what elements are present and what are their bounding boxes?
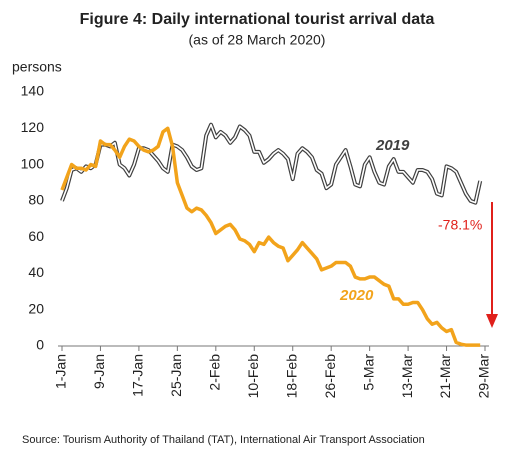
annotation-2020: 2020 — [339, 287, 374, 304]
y-tick-label: 120 — [21, 119, 45, 135]
y-tick-label: 20 — [28, 300, 44, 316]
y-tick-label: 100 — [21, 155, 45, 171]
y-axis-label: persons — [12, 59, 62, 75]
x-tick-label: 1-Jan — [53, 354, 69, 389]
x-tick-label: 9-Jan — [91, 354, 107, 389]
x-tick-label: 26-Feb — [322, 354, 338, 399]
x-tick-label: 10-Feb — [245, 354, 261, 399]
y-tick-label: 40 — [28, 264, 44, 280]
series-line — [60, 122, 483, 205]
series-line — [60, 126, 481, 347]
arrow-head — [486, 314, 498, 328]
chart-subtitle: (as of 28 March 2020) — [189, 32, 326, 48]
x-tick-label: 2-Feb — [207, 354, 223, 391]
x-tick-label: 13-Mar — [399, 354, 415, 399]
y-tick-label: 0 — [36, 337, 44, 353]
chart-title: Figure 4: Daily international tourist ar… — [80, 11, 435, 28]
source: Source: Tourism Authority of Thailand (T… — [22, 434, 425, 446]
x-tick-label: 29-Mar — [476, 354, 492, 399]
y-tick-label: 80 — [28, 192, 44, 208]
annotation-change: -78.1% — [438, 217, 482, 233]
annotation-2019: 2019 — [375, 137, 410, 154]
y-tick-label: 140 — [21, 83, 45, 99]
x-tick-label: 17-Jan — [130, 354, 146, 397]
x-tick-label: 5-Mar — [360, 354, 376, 391]
x-tick-label: 21-Mar — [437, 354, 453, 399]
y-tick-label: 60 — [28, 228, 44, 244]
x-tick-label: 18-Feb — [283, 354, 299, 399]
series-line-inner — [61, 123, 481, 204]
x-tick-label: 25-Jan — [168, 354, 184, 397]
